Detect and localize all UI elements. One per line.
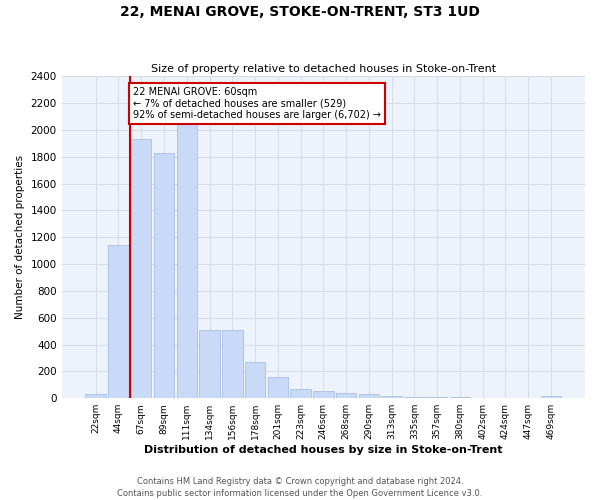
Bar: [313, 392, 334, 398]
Y-axis label: Number of detached properties: Number of detached properties: [15, 155, 25, 320]
Bar: [427, 397, 448, 398]
Bar: [336, 393, 356, 398]
Bar: [154, 152, 174, 398]
Title: Size of property relative to detached houses in Stoke-on-Trent: Size of property relative to detached ho…: [151, 64, 496, 74]
Bar: [404, 397, 425, 398]
Bar: [268, 376, 288, 398]
Bar: [222, 330, 242, 398]
Bar: [382, 396, 402, 398]
Bar: [176, 123, 197, 398]
Bar: [541, 396, 561, 398]
X-axis label: Distribution of detached houses by size in Stoke-on-Trent: Distribution of detached houses by size …: [144, 445, 503, 455]
Bar: [449, 397, 470, 398]
Text: 22, MENAI GROVE, STOKE-ON-TRENT, ST3 1UD: 22, MENAI GROVE, STOKE-ON-TRENT, ST3 1UD: [120, 5, 480, 19]
Bar: [108, 245, 129, 398]
Bar: [85, 394, 106, 398]
Bar: [245, 362, 265, 398]
Bar: [290, 389, 311, 398]
Bar: [199, 330, 220, 398]
Bar: [131, 139, 151, 398]
Text: 22 MENAI GROVE: 60sqm
← 7% of detached houses are smaller (529)
92% of semi-deta: 22 MENAI GROVE: 60sqm ← 7% of detached h…: [133, 87, 381, 120]
Bar: [359, 394, 379, 398]
Text: Contains HM Land Registry data © Crown copyright and database right 2024.
Contai: Contains HM Land Registry data © Crown c…: [118, 476, 482, 498]
